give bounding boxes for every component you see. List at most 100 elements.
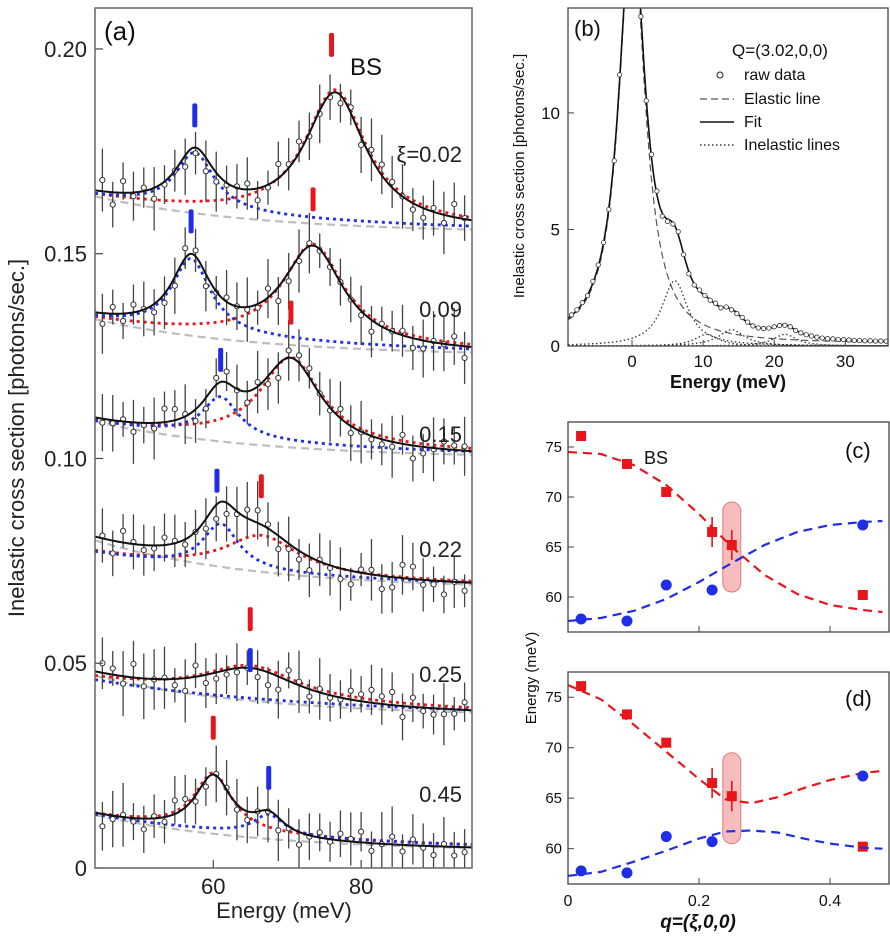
panel-a-data-point <box>409 563 416 570</box>
panel-a-data-point <box>409 344 416 352</box>
panel-a-data-point <box>223 368 230 375</box>
panel-a-data-point <box>409 836 416 843</box>
panel-d-axes: 60 65 70 75 0 0.2 0.4 <box>545 689 841 910</box>
panel-a-data-point <box>140 683 147 690</box>
panel-b-data-point <box>739 314 745 321</box>
panel-a-data-point <box>140 184 147 191</box>
panel-a-data-point <box>451 442 458 449</box>
panel-a-label: (a) <box>104 16 136 46</box>
panel-a-data-point <box>389 688 396 696</box>
panel-a-data-point <box>264 521 272 528</box>
panel-a-ytick-label: 0.10 <box>44 446 87 471</box>
panel-b-data-point <box>792 327 799 334</box>
panel-a-fit-0 <box>95 91 472 222</box>
panel-a-data-point <box>368 436 375 443</box>
panel-b-data-point <box>851 337 857 344</box>
panel-b-data-point <box>686 271 692 277</box>
panel-a-data-point <box>440 438 448 445</box>
panel-a-data-point <box>316 685 323 693</box>
panel-b-data-point <box>691 282 697 288</box>
panel-a-data-point <box>420 450 427 457</box>
panel-a-data-point <box>275 827 282 834</box>
panel-a-blue-marker-3 <box>214 468 220 493</box>
panel-b-data-point <box>878 338 884 344</box>
panel-a-data-point <box>306 365 313 372</box>
panel-a-data-point <box>358 828 365 835</box>
panel-c-blue-fit <box>568 519 883 623</box>
panel-a-data-point <box>440 711 448 718</box>
panel-a-data-point <box>192 247 199 254</box>
panel-c-red-point <box>576 431 587 441</box>
panel-a-data-point <box>347 581 354 588</box>
panel-a-elastic-line-1 <box>95 318 472 354</box>
panel-d-blue-point <box>660 831 672 843</box>
panel-a-data-point <box>192 798 199 805</box>
panel-a-data-point <box>202 679 209 687</box>
panel-b-inelastic-line-0 <box>568 280 889 346</box>
panel-a-data-point <box>306 567 313 574</box>
panel-b-xtick-label: 10 <box>694 352 713 371</box>
panel-a-ytick-label: 0 <box>75 856 87 881</box>
panel-a-blue-mode-3 <box>95 522 472 584</box>
panel-b-data-point <box>723 304 729 310</box>
panel-d-blue-point <box>857 770 869 782</box>
panel-a-data-point <box>389 833 396 840</box>
panel-b-data-point <box>675 229 681 235</box>
panel-b-data-point <box>638 13 644 20</box>
legend-elastic-line: Elastic line <box>744 91 821 108</box>
panel-a-data-point <box>182 687 189 694</box>
panel-a-frame <box>94 7 473 869</box>
panel-a-data-point <box>99 320 106 327</box>
panel-a-data-point <box>161 405 168 412</box>
panel-d-ytick-label: 70 <box>545 740 562 757</box>
panel-a-xlabel: Energy (meV) <box>216 898 352 923</box>
panel-d-red-point <box>707 778 718 789</box>
panel-a-red-marker-5 <box>210 715 216 740</box>
panel-a-elastic-line-5 <box>95 813 472 850</box>
panel-a-data-point <box>461 587 468 594</box>
panel-d: 60 65 70 75 0 0.2 0.4 (d) q=(ξ,0,0) Energy (me… <box>523 632 890 933</box>
panel-d-blue-point <box>621 867 633 879</box>
panel-b-data-point <box>840 337 847 343</box>
panel-d-ytick-label: 60 <box>545 841 562 858</box>
panel-a-bs-label: BS <box>350 54 382 81</box>
panel-a-data-point <box>202 283 209 290</box>
panel-a-red-marker-2 <box>288 300 294 325</box>
panel-c-axes: 60 65 70 75 <box>545 439 831 632</box>
panel-c-bs-label: BS <box>644 448 668 468</box>
panel-a-data-point <box>358 566 365 573</box>
panel-a-data-point <box>316 829 323 836</box>
panel-b-data-point <box>702 292 708 299</box>
legend-fit: Fit <box>744 114 762 131</box>
panel-a-fit-5 <box>95 773 472 849</box>
legend-raw-data: raw data <box>744 67 805 84</box>
panel-d-plot-area <box>568 681 883 879</box>
panel-a-red-mode-5 <box>95 771 472 846</box>
panel-b-legend: raw data Elastic line Fit Inelastic line… <box>700 67 840 154</box>
panel-a-data-point <box>171 406 178 413</box>
panel-a-data-point <box>409 694 416 701</box>
panel-a-red-mode-4 <box>95 663 472 709</box>
panel-a-xi-label-0: ξ=0.02 <box>396 142 462 167</box>
panel-a-blue-mode-2 <box>95 395 472 453</box>
panel-a: 0 0.05 0.10 0.15 0.20 60 80 ξ=0.02 0.09 0.15 0.22 0… <box>4 7 473 923</box>
panel-a-data-point <box>119 527 127 534</box>
panel-a-data-point <box>368 566 375 573</box>
panel-a-data-point <box>295 841 303 848</box>
panel-b-data-point <box>574 307 580 313</box>
panel-a-data-point <box>399 713 406 721</box>
panel-a-data-point <box>461 354 468 361</box>
panel-a-data-point <box>223 510 230 518</box>
panel-b-legend-title: Q=(3.02,0,0) <box>732 41 828 60</box>
panel-b-data-point <box>718 305 724 311</box>
panel-a-data-point <box>109 816 116 823</box>
panel-a-data-point <box>130 660 137 667</box>
panel-a-data-point <box>99 823 106 830</box>
panel-a-data-point <box>161 534 168 541</box>
panel-a-data-point <box>420 214 427 221</box>
panel-b-ytick-label: 10 <box>541 104 560 123</box>
panel-b-data-point <box>862 338 868 344</box>
panel-a-data-point <box>275 374 282 382</box>
panel-a-red-mode-2 <box>95 355 472 450</box>
panel-a-data-point <box>213 374 220 382</box>
